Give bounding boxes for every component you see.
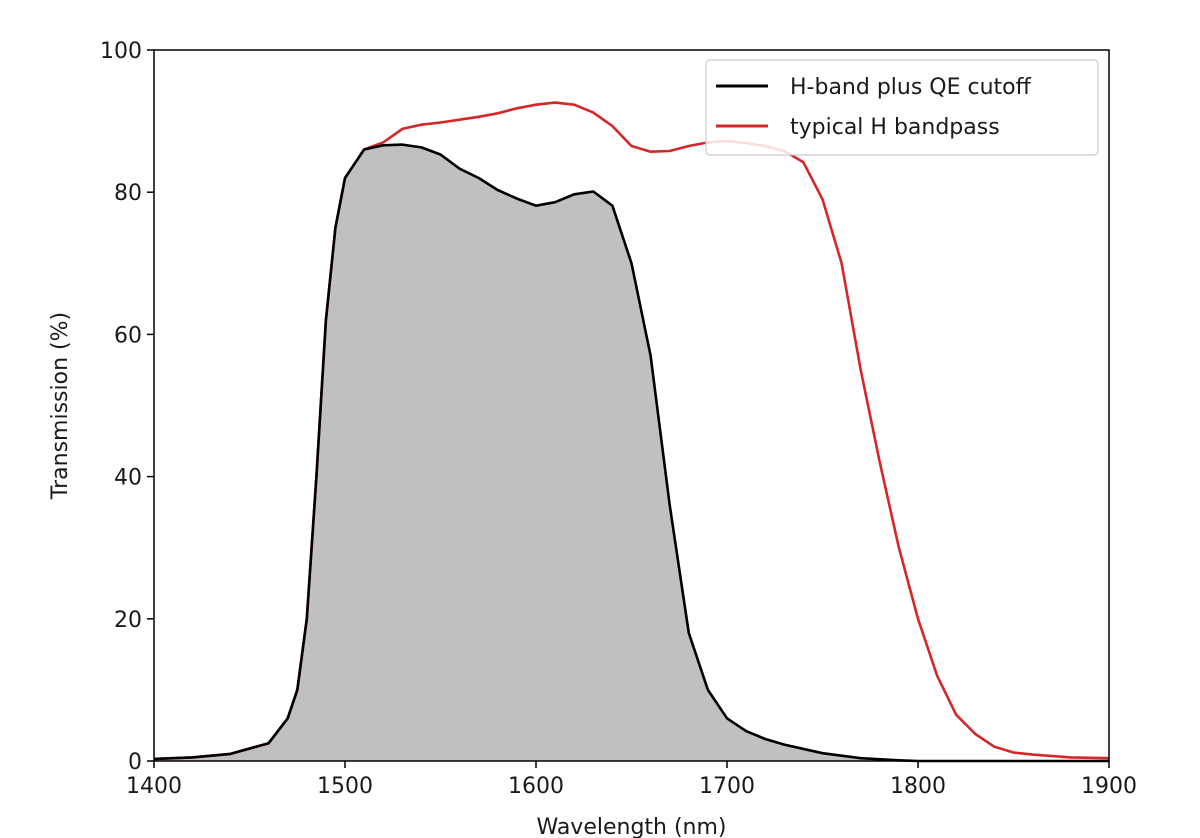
fill-layer [154, 144, 1109, 762]
x-tick-label: 1600 [508, 774, 564, 799]
y-tick-label: 80 [114, 181, 142, 206]
x-tick-label: 1800 [890, 774, 946, 799]
line-layer [153, 101, 1110, 763]
series-line-h-band-qe [153, 143, 1109, 763]
y-axis-label: Transmission (%) [48, 312, 73, 500]
series-fill-h-band-qe [154, 144, 1109, 762]
x-axis-label: Wavelength (nm) [536, 815, 726, 838]
y-tick-label: 20 [114, 608, 142, 633]
legend: H-band plus QE cutoff typical H bandpass [705, 59, 1099, 156]
legend-box [705, 59, 1099, 156]
x-tick-label: 1900 [1081, 774, 1137, 799]
x-tick-label: 1500 [317, 774, 373, 799]
x-tick-label: 1700 [699, 774, 755, 799]
x-axis-ticks: 1400 1500 1600 1700 1800 1900 [126, 761, 1137, 799]
legend-entry-h-band-qe: H-band plus QE cutoff [790, 75, 1032, 100]
y-axis-ticks: 0 20 40 60 80 100 [100, 39, 154, 775]
y-tick-label: 100 [100, 39, 142, 64]
x-tick-label: 1400 [126, 774, 182, 799]
y-tick-label: 0 [128, 750, 142, 775]
y-tick-label: 40 [114, 466, 142, 491]
plot-frame [153, 49, 1110, 762]
y-tick-label: 60 [114, 323, 142, 348]
legend-entry-typical-h: typical H bandpass [790, 115, 1000, 140]
